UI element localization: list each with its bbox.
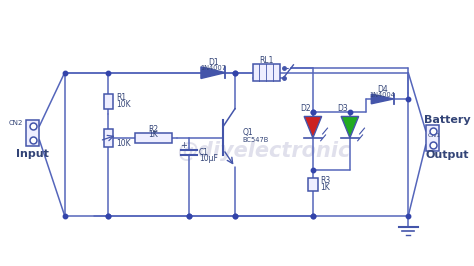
- Text: D2: D2: [301, 104, 311, 113]
- Polygon shape: [304, 117, 322, 138]
- Text: D1: D1: [208, 59, 219, 67]
- Text: Output: Output: [426, 150, 469, 160]
- FancyBboxPatch shape: [308, 178, 318, 192]
- Polygon shape: [371, 94, 394, 104]
- Polygon shape: [201, 67, 225, 78]
- Text: R3: R3: [321, 176, 331, 185]
- Text: Q1: Q1: [243, 128, 254, 138]
- Text: RL1: RL1: [259, 56, 273, 65]
- Text: CN1: CN1: [428, 134, 441, 138]
- Text: C1: C1: [199, 148, 209, 157]
- Text: Battery: Battery: [424, 115, 471, 125]
- Text: +: +: [181, 141, 187, 150]
- Text: D3: D3: [337, 104, 348, 113]
- FancyBboxPatch shape: [135, 133, 172, 143]
- Polygon shape: [341, 117, 359, 138]
- Text: CN2: CN2: [9, 120, 23, 126]
- Text: 1K: 1K: [321, 183, 330, 192]
- Text: D4: D4: [377, 85, 388, 94]
- Text: @diyelectronic: @diyelectronic: [178, 140, 351, 160]
- FancyBboxPatch shape: [26, 120, 39, 146]
- Text: 10K: 10K: [116, 139, 131, 148]
- Text: R1: R1: [116, 93, 127, 102]
- FancyBboxPatch shape: [104, 94, 113, 109]
- Text: 1K: 1K: [148, 130, 158, 139]
- Text: 1N4007: 1N4007: [200, 65, 226, 71]
- Text: Input: Input: [16, 149, 49, 159]
- FancyBboxPatch shape: [253, 64, 280, 81]
- Text: R2: R2: [148, 124, 158, 134]
- Text: 1N4004: 1N4004: [370, 92, 395, 98]
- FancyBboxPatch shape: [426, 125, 439, 151]
- Text: 10μF: 10μF: [199, 154, 218, 163]
- FancyBboxPatch shape: [104, 129, 113, 147]
- Text: 10K: 10K: [116, 100, 131, 109]
- Text: BC547B: BC547B: [243, 137, 269, 143]
